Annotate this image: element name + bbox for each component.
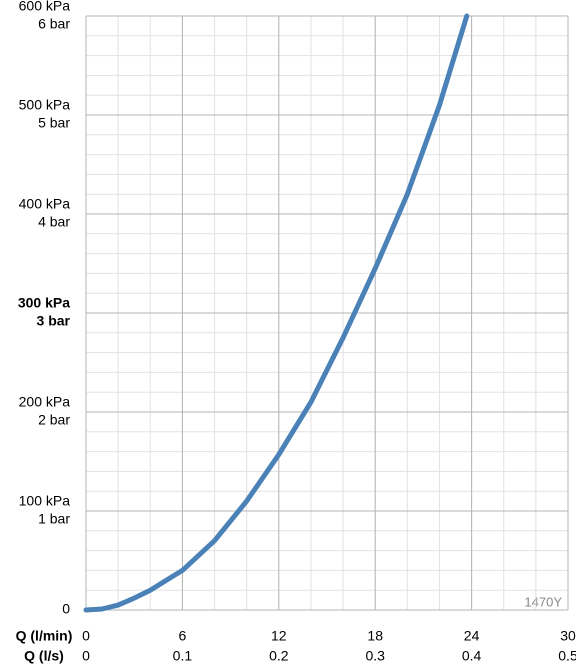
x-tick-label: 0: [82, 628, 90, 644]
y-tick-label: 500 kPa: [19, 97, 71, 113]
y-tick-label: 600 kPa: [19, 0, 71, 14]
y-tick-sublabel: 2 bar: [38, 412, 70, 428]
x-axis-label: Q (l/min): [16, 628, 73, 644]
annotation: 1470Y: [524, 594, 562, 609]
x2-axis-label: Q (l/s): [24, 648, 64, 664]
y-tick-sublabel: 1 bar: [38, 511, 70, 527]
y-tick-label: 200 kPa: [19, 394, 71, 410]
x2-tick-label: 0: [82, 648, 90, 664]
y-tick-sublabel: 6 bar: [38, 16, 70, 32]
x-tick-label: 12: [271, 628, 287, 644]
x2-tick-label: 0.2: [269, 648, 289, 664]
x-tick-label: 6: [179, 628, 187, 644]
y-tick-label: 300 kPa: [18, 295, 70, 311]
data-line: [83, 13, 470, 613]
y-tick-sublabel: 4 bar: [38, 214, 70, 230]
y-tick-label: 0: [62, 601, 70, 617]
x-tick-label: 30: [560, 628, 576, 644]
y-tick-label: 100 kPa: [19, 493, 71, 509]
y-tick-label: 400 kPa: [19, 196, 71, 212]
y-tick-sublabel: 5 bar: [38, 115, 70, 131]
y-tick-sublabel: 3 bar: [37, 313, 71, 329]
x-tick-label: 18: [367, 628, 383, 644]
x2-tick-label: 0.3: [365, 648, 385, 664]
x2-tick-label: 0.5: [558, 648, 576, 664]
x2-tick-label: 0.4: [462, 648, 482, 664]
x-tick-label: 24: [464, 628, 480, 644]
x2-tick-label: 0.1: [173, 648, 193, 664]
